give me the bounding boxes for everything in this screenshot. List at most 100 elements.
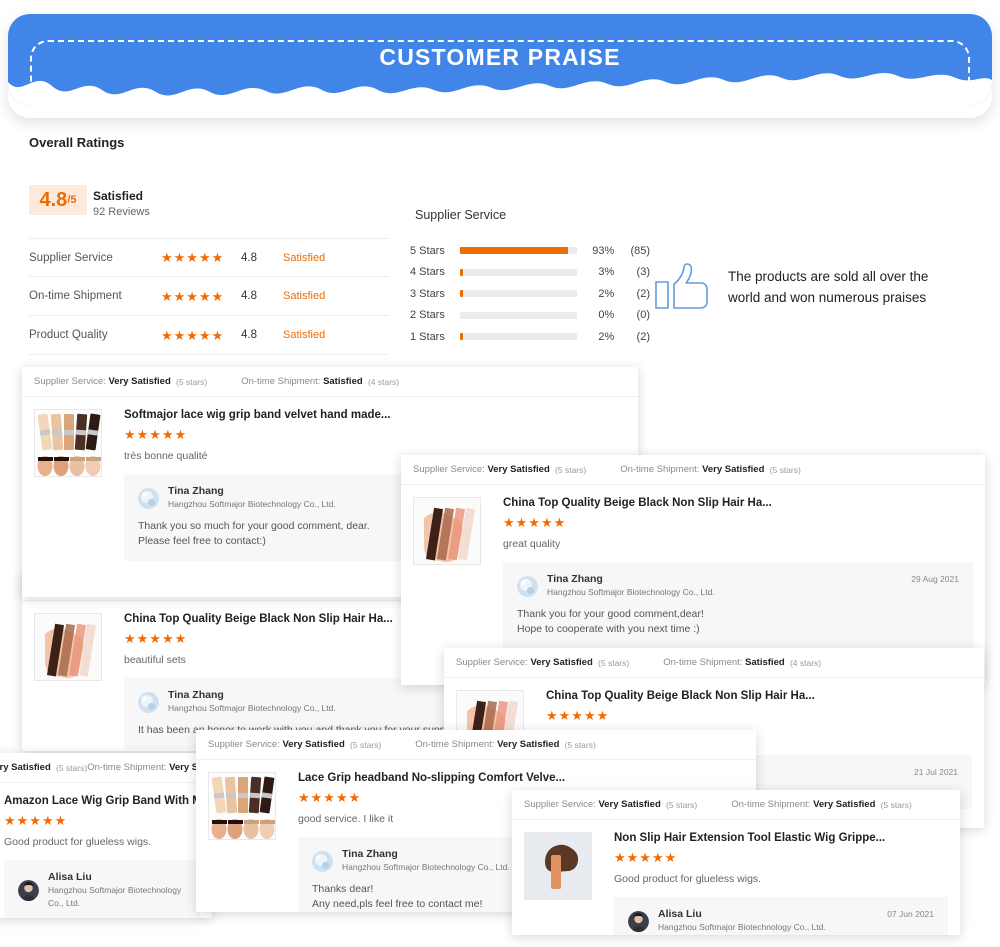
shipment-value: Very Satisfied [169, 762, 212, 773]
supplier-service-value: Very Satisfied [487, 464, 550, 475]
review-card[interactable]: Supplier Service: Very Satisfied (5 star… [401, 455, 985, 685]
praise-line-2: world and won numerous praises [728, 290, 927, 305]
reply-text: Thank you for your good comment,dear! Hop… [517, 607, 959, 637]
overall-score-value: 4.8 [39, 189, 68, 211]
review-card[interactable]: Supplier Service: Very Satisfied (5 star… [512, 790, 960, 935]
product-title[interactable]: China Top Quality Beige Black Non Slip H… [503, 497, 772, 509]
supplier-service-stars: (5 stars) [666, 799, 698, 810]
bar-row: 2 Stars 0% (0) [410, 305, 650, 327]
review-card-header: Supplier Service: Very Satisfied (5 star… [0, 753, 212, 783]
shipment-stars: (4 stars) [789, 657, 822, 668]
supplier-service-value: Very Satisfied [530, 657, 593, 668]
rating-stars: ★★★★★ [161, 288, 225, 304]
supplier-service-label: Supplier Service: [413, 464, 485, 475]
banner-title: CUSTOMER PRAISE [379, 44, 621, 70]
shipment-stars: (4 stars) [367, 376, 400, 387]
bar-row: 5 Stars 93% (85) [410, 240, 650, 262]
avatar [312, 850, 333, 872]
supplier-service-stars: (5 stars) [350, 739, 382, 750]
shipment-label: On-time Shipment: [415, 739, 495, 750]
reply-author-company: Hangzhou Softmajor Biotechnology Co., Lt… [168, 703, 336, 713]
avatar [628, 910, 649, 932]
thumbs-up-icon [652, 262, 710, 317]
product-title[interactable]: China Top Quality Beige Black Non Slip H… [124, 613, 393, 625]
rating-tag: Satisfied [283, 251, 326, 264]
shipment-label: On-time Shipment: [87, 762, 167, 773]
shipment-label: On-time Shipment: [241, 376, 321, 387]
shipment-label: On-time Shipment: [620, 464, 700, 475]
rating-category: On-time Shipment [29, 290, 122, 302]
reply-author-info: Alisa Liu Hangzhou Softmajor Biotechnolo… [39, 871, 186, 910]
reply-text-line: Thanks dear! [312, 883, 374, 895]
review-comment: Good product for glueless wigs. [4, 836, 152, 848]
supplier-service-label: Supplier Service: [456, 657, 528, 668]
product-title[interactable]: Amazon Lace Wig Grip Band With Magic Bu.… [4, 795, 200, 807]
bar-row: 4 Stars 3% (3) [410, 262, 650, 284]
review-stars: ★★★★★ [298, 790, 362, 805]
supplier-service-label: Supplier Service: [34, 376, 106, 387]
banner-dashed-border [30, 40, 970, 106]
bar-category-label: 3 Stars [410, 287, 445, 300]
review-comment: très bonne qualité [124, 450, 208, 462]
review-card-header: Supplier Service: Very Satisfied (5 star… [444, 648, 984, 678]
reply-author-company: Hangzhou Softmajor Biotechnology Co., Lt… [342, 862, 510, 872]
review-comment: great quality [503, 538, 561, 550]
overall-score-badge: 4.8/5 [29, 185, 87, 215]
review-comment: good service. I like it [298, 813, 394, 825]
shipment-stars: (5 stars) [564, 739, 596, 750]
praise-line-1: The products are sold all over the [728, 269, 929, 284]
bar-percent-label: 0% [598, 309, 615, 322]
review-stars: ★★★★★ [124, 427, 188, 442]
review-stars: ★★★★★ [4, 813, 68, 828]
banner-wave-decoration [8, 73, 992, 106]
review-content: Non Slip Hair Extension Tool Elastic Wig… [592, 832, 948, 935]
supplier-service-stars: (5 stars) [598, 657, 630, 668]
product-title[interactable]: Lace Grip headband No-slipping Comfort V… [298, 772, 566, 784]
table-row: Product Quality ★★★★★ 4.8 Satisfied [29, 316, 389, 355]
review-card[interactable]: Supplier Service: Very Satisfied (5 star… [0, 753, 212, 918]
reply-author-company: Hangzhou Softmajor Biotechnology Co., Lt… [547, 587, 715, 597]
product-thumbnail[interactable] [34, 409, 102, 477]
ratings-breakdown-table: Supplier Service ★★★★★ 4.8 Satisfied On-… [29, 238, 389, 355]
bar-track [459, 290, 577, 298]
reply-date: 07 Jun 2021 [887, 909, 934, 919]
reply-author: Tina Zhang Hangzhou Softmajor Biotechnol… [138, 689, 596, 715]
product-thumbnail[interactable] [34, 613, 102, 681]
shipment-stars: (5 stars) [880, 799, 912, 810]
product-thumbnail[interactable] [524, 832, 592, 900]
bar-percent-label: 3% [598, 266, 615, 279]
reply-author: Alisa Liu Hangzhou Softmajor Biotechnolo… [18, 871, 186, 910]
shipment-value: Very Satisfied [813, 799, 876, 810]
customer-praise-banner: CUSTOMER PRAISE [8, 14, 992, 106]
avatar [138, 487, 159, 509]
product-thumbnail[interactable] [413, 497, 481, 565]
bar-row: 3 Stars 2% (2) [410, 283, 650, 305]
supplier-service-label: Supplier Service: [524, 799, 596, 810]
banner-background [8, 14, 992, 106]
review-card-body: China Top Quality Beige Black Non Slip H… [401, 485, 985, 649]
product-title[interactable]: China Top Quality Beige Black Non Slip H… [546, 690, 815, 702]
bar-category-label: 2 Stars [410, 309, 445, 322]
reply-text-line: Hope to cooperate with you next time :) [517, 623, 700, 635]
overall-reviews-count: 92 Reviews [93, 206, 150, 218]
reply-author-info: Tina Zhang Hangzhou Softmajor Biotechnol… [333, 848, 510, 874]
shipment-label: On-time Shipment: [663, 657, 743, 668]
supplier-reply: Alisa Liu Hangzhou Softmajor Biotechnolo… [4, 860, 200, 918]
reply-author-company: Hangzhou Softmajor Biotechnology Co., Lt… [48, 885, 182, 908]
supplier-reply: 29 Aug 2021 Tina Zhang Hangzhou Softmajo… [503, 562, 973, 649]
product-title[interactable]: Non Slip Hair Extension Tool Elastic Wig… [614, 832, 886, 844]
product-title[interactable]: Softmajor lace wig grip band velvet hand… [124, 409, 391, 421]
shipment-value: Very Satisfied [702, 464, 765, 475]
review-stars: ★★★★★ [546, 708, 610, 723]
rating-stars: ★★★★★ [161, 327, 225, 343]
reply-author-name: Tina Zhang [168, 485, 224, 497]
review-card-header: Supplier Service: Very Satisfied (5 star… [401, 455, 985, 485]
supplier-service-label: Supplier Service: [208, 739, 280, 750]
review-card[interactable]: Supplier Service: Very Satisfied (5 star… [22, 367, 638, 597]
bar-count-label: (2) [636, 287, 650, 300]
table-row: On-time Shipment ★★★★★ 4.8 Satisfied [29, 277, 389, 316]
product-thumbnail[interactable] [208, 772, 276, 840]
shipment-stars: (5 stars) [769, 464, 801, 475]
overall-score-denominator: /5 [67, 194, 77, 206]
shipment-value: Satisfied [323, 376, 363, 387]
